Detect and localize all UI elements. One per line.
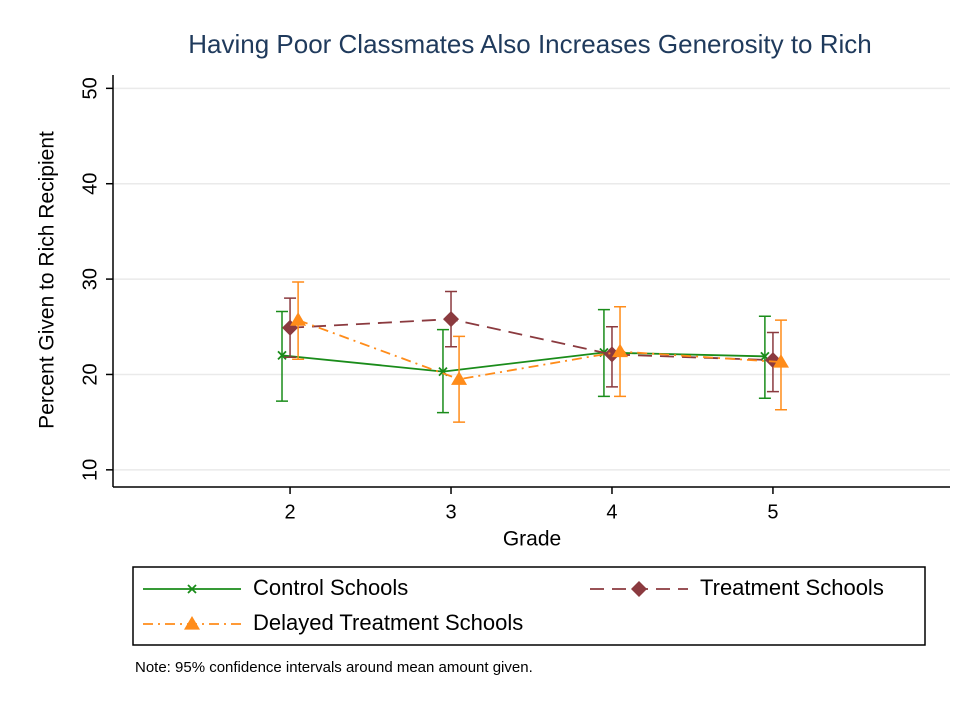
x-tick-label: 4 xyxy=(606,501,617,523)
x-axis-label: Grade xyxy=(503,528,561,551)
marker xyxy=(451,371,468,385)
legend-marker xyxy=(184,616,200,630)
marker xyxy=(603,346,620,363)
legend-label: Treatment Schools xyxy=(700,575,884,600)
legend-marker xyxy=(187,584,197,594)
series-line xyxy=(281,351,765,373)
marker xyxy=(277,350,287,361)
x-tick-label: 5 xyxy=(767,501,778,523)
note: Note: 95% confidence intervals around me… xyxy=(135,659,533,676)
legend-box xyxy=(132,566,926,646)
y-tick-label: 30 xyxy=(79,268,101,290)
y-axis-label: Percent Given to Rich Recipient xyxy=(36,131,59,429)
marker xyxy=(772,354,789,368)
x-tick-label: 3 xyxy=(445,501,456,523)
y-tick-label: 40 xyxy=(79,173,101,195)
y-tick-label: 50 xyxy=(79,77,101,99)
marker xyxy=(443,311,460,328)
x-tick-label: 2 xyxy=(284,501,295,523)
chart-title: Having Poor Classmates Also Increases Ge… xyxy=(188,29,872,59)
legend-label: Control Schools xyxy=(253,575,408,600)
legend-label: Delayed Treatment Schools xyxy=(253,610,523,635)
legend-marker xyxy=(631,581,647,597)
y-tick-label: 10 xyxy=(79,459,101,481)
series-line xyxy=(290,318,773,362)
marker xyxy=(290,312,307,326)
marker xyxy=(612,343,629,358)
y-tick-label: 20 xyxy=(79,363,101,385)
